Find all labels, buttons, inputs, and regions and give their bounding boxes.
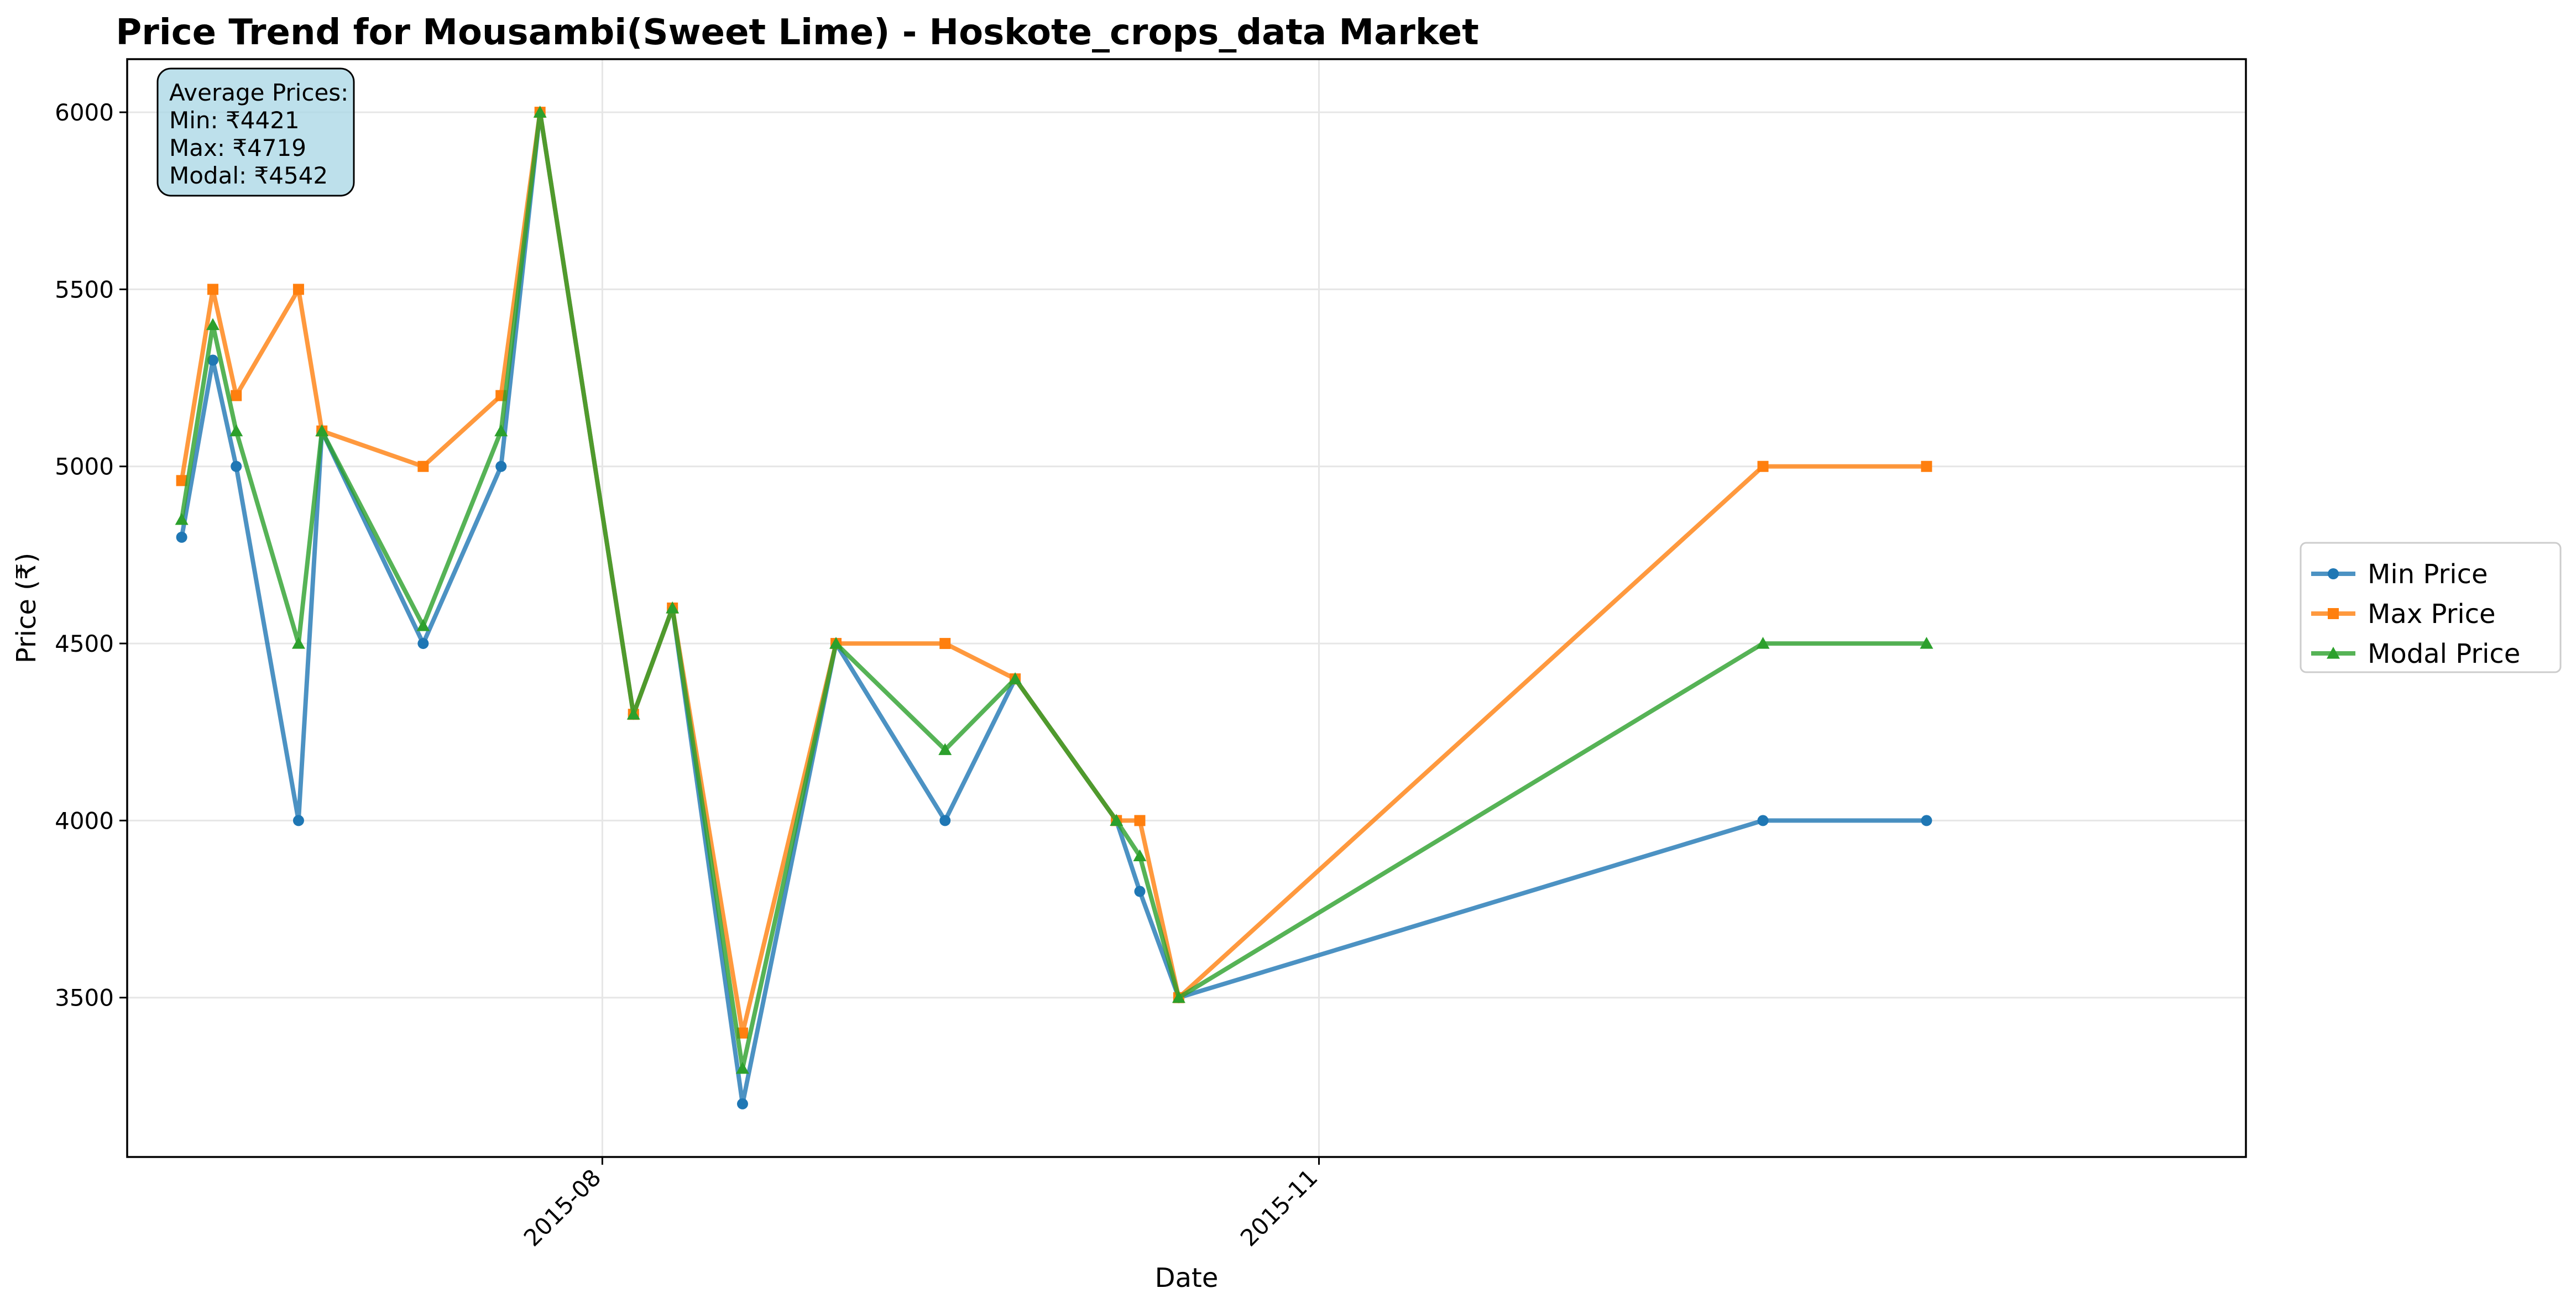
data-point — [229, 424, 243, 437]
data-point — [1756, 637, 1770, 649]
data-point — [495, 460, 507, 472]
legend-entry-modal-price: Modal Price — [2311, 638, 2520, 669]
plot-frame — [126, 58, 2247, 1158]
data-point — [626, 708, 640, 720]
data-point — [735, 1061, 749, 1074]
series-max-price — [176, 107, 1932, 1039]
x-axis-label: Date — [1155, 1263, 1219, 1294]
data-point — [829, 637, 843, 649]
average-prices-annotation: Average Prices: Min: ₹4421 Max: ₹4719 Mo… — [156, 67, 355, 197]
data-point — [533, 106, 547, 118]
y-tick-label: 5500 — [55, 276, 114, 303]
data-point — [1921, 815, 1932, 826]
data-point — [939, 638, 951, 650]
data-point — [1110, 814, 1124, 826]
annotation-line-4: Modal: ₹4542 — [169, 162, 328, 189]
annotation-box — [156, 67, 355, 197]
data-point — [175, 512, 189, 525]
data-point — [1921, 460, 1932, 472]
data-point — [417, 638, 429, 650]
data-point — [1757, 815, 1769, 826]
data-point — [1134, 815, 1146, 826]
series-line — [179, 110, 1927, 1071]
legend-entry-min-price: Min Price — [2311, 559, 2488, 590]
chart-title: Price Trend for Mousambi(Sweet Lime) - H… — [116, 12, 1478, 53]
data-point — [2328, 608, 2339, 619]
data-point — [1757, 460, 1769, 472]
axes: 3500 4000 4500 5000 5500 6000 2015-08 2015-11 — [55, 99, 1323, 1252]
data-point — [291, 637, 305, 649]
series-layer — [175, 106, 1934, 1109]
legend-label: Min Price — [2368, 559, 2488, 590]
y-axis-label: Price (₹) — [11, 553, 42, 663]
data-point — [2328, 568, 2339, 579]
legend-box — [2300, 542, 2562, 673]
data-point — [207, 354, 218, 366]
data-point — [315, 424, 329, 437]
series-modal-price — [175, 106, 1934, 1074]
data-point — [494, 424, 508, 437]
legend-label: Modal Price — [2368, 638, 2520, 669]
data-point — [292, 815, 304, 826]
y-tick-label: 3500 — [55, 985, 114, 1012]
data-point — [231, 460, 242, 472]
y-tick-label: 5000 — [55, 453, 114, 480]
x-tick-label: 2015-11 — [1235, 1164, 1323, 1252]
legend-entry-max-price: Max Price — [2311, 599, 2496, 630]
data-point — [231, 390, 242, 401]
data-point — [176, 531, 187, 543]
data-point — [1920, 637, 1934, 649]
series-line — [179, 110, 1927, 1106]
y-tick-label: 6000 — [55, 99, 114, 126]
data-point — [1172, 991, 1185, 1003]
data-point — [207, 284, 218, 295]
data-point — [416, 619, 430, 631]
data-point — [938, 743, 952, 755]
y-tick-label: 4000 — [55, 807, 114, 834]
annotation-line-3: Max: ₹4719 — [169, 134, 306, 161]
annotation-line-2: Min: ₹4421 — [169, 107, 300, 134]
data-point — [1133, 849, 1147, 862]
data-point — [2327, 647, 2340, 659]
data-point — [176, 475, 187, 486]
x-tick-label: 2015-08 — [519, 1164, 607, 1252]
data-point — [736, 1098, 748, 1109]
data-point — [666, 601, 680, 614]
legend: Min Price Max Price Modal Price — [2300, 542, 2562, 673]
y-tick-label: 4500 — [55, 630, 114, 657]
data-point — [1134, 886, 1146, 897]
legend-label: Max Price — [2368, 599, 2496, 630]
data-point — [417, 460, 429, 472]
grid — [127, 59, 2246, 1157]
data-point — [206, 318, 220, 331]
series-min-price — [176, 107, 1932, 1109]
annotation-line-1: Average Prices: — [169, 79, 348, 106]
data-point — [292, 284, 304, 295]
data-point — [1009, 672, 1022, 684]
data-point — [939, 815, 951, 826]
